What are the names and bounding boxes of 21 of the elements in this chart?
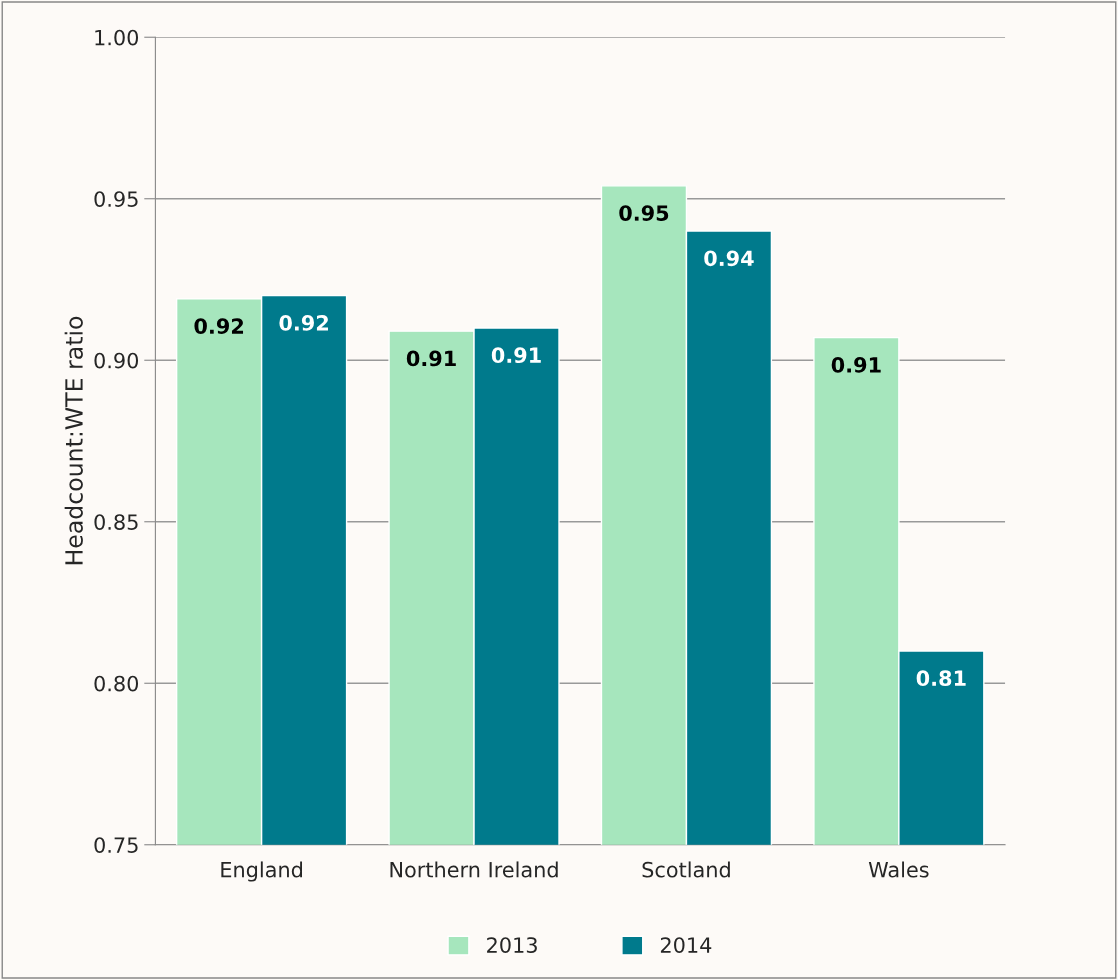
text: 0.80 bbox=[94, 675, 139, 692]
text: 0.85 bbox=[94, 514, 138, 530]
data-label: 0.95 bbox=[619, 205, 669, 221]
data-label: 0.91 bbox=[406, 350, 456, 367]
legend-label: 2013 bbox=[487, 937, 537, 953]
text: 0.95 bbox=[94, 191, 138, 207]
data-label: 0.94 bbox=[704, 250, 754, 267]
text: 0.75 bbox=[94, 837, 138, 853]
data-label: 0.81 bbox=[916, 670, 966, 687]
data-label: 0.91 bbox=[831, 356, 881, 373]
data-label: 0.92 bbox=[194, 318, 244, 334]
x-tick-label: Wales bbox=[868, 861, 929, 878]
text: 1.00 bbox=[95, 29, 139, 46]
data-label: 0.92 bbox=[279, 315, 328, 331]
x-tick-label: England bbox=[221, 861, 303, 882]
text: 0.90 bbox=[94, 352, 139, 369]
data-label: 0.91 bbox=[491, 347, 541, 364]
y-axis-title: Headcount:WTE ratio bbox=[64, 316, 83, 565]
x-tick-label: Scotland bbox=[642, 861, 730, 878]
x-tick-label: Northern Ireland bbox=[390, 861, 558, 878]
legend-label: 2014 bbox=[660, 937, 712, 953]
